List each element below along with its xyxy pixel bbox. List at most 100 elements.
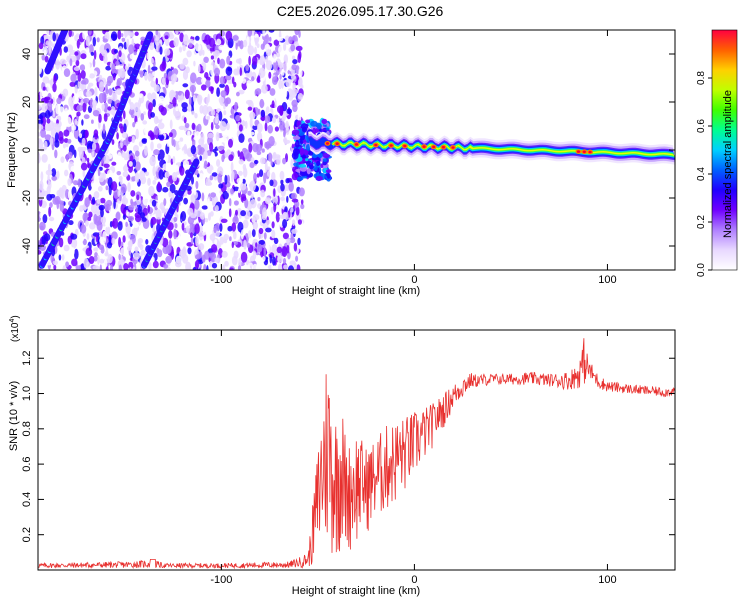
noise-speck (221, 154, 225, 163)
noise-speck (48, 216, 55, 222)
noise-speck (163, 72, 167, 79)
noise-speck (44, 96, 51, 101)
noise-speck (147, 204, 150, 213)
noise-speck (83, 114, 90, 120)
noise-speck (89, 97, 94, 109)
noise-speck (158, 196, 164, 202)
noise-speck (192, 94, 196, 103)
noise-speck (74, 34, 79, 42)
noise-speck (74, 118, 78, 125)
noise-speck (295, 201, 300, 208)
noise-speck (82, 169, 86, 178)
noise-speck (70, 247, 75, 256)
noise-speck (70, 165, 77, 173)
noise-speck (39, 180, 44, 191)
noise-speck (54, 139, 60, 148)
noise-speck (132, 122, 136, 128)
transition-speck (299, 170, 308, 177)
noise-speck (252, 221, 259, 230)
noise-speck (158, 169, 164, 180)
colorbar-tick-label: 0.6 (696, 119, 707, 133)
noise-speck (147, 72, 152, 82)
noise-speck (54, 196, 61, 205)
noise-speck (146, 52, 151, 60)
noise-speck (150, 141, 154, 151)
noise-speck (246, 242, 250, 248)
noise-speck (103, 102, 109, 113)
noise-speck (269, 179, 274, 187)
noise-speck (148, 260, 152, 270)
noise-speck (135, 121, 139, 129)
noise-speck (64, 107, 69, 118)
noise-speck (135, 128, 139, 140)
noise-speck (150, 57, 154, 64)
transition-speck (313, 164, 318, 171)
noise-speck (153, 84, 160, 92)
noise-speck (255, 144, 263, 152)
noise-speck (127, 215, 135, 222)
noise-speck (205, 79, 211, 88)
noise-speck (269, 88, 276, 96)
noise-speck (199, 155, 203, 161)
transition-speck (302, 139, 307, 145)
noise-speck (103, 54, 108, 64)
noise-speck (270, 160, 273, 166)
noise-speck (44, 134, 52, 141)
noise-speck (269, 254, 273, 264)
noise-speck (179, 32, 184, 43)
noise-speck (85, 220, 89, 227)
noise-speck (114, 49, 118, 54)
noise-speck (203, 150, 208, 160)
noise-speck (127, 232, 131, 239)
carrier-peak-core (441, 145, 445, 149)
noise-speck (192, 266, 197, 270)
noise-speck (102, 172, 106, 180)
noise-speck (285, 238, 291, 243)
noise-speck (282, 157, 287, 165)
noise-speck (275, 169, 279, 174)
noise-speck (272, 256, 276, 266)
colorbar-label: Normalized spectral amplitude (722, 90, 734, 238)
noise-speck (242, 178, 246, 184)
noise-speck (132, 159, 137, 168)
noise-speck (182, 57, 189, 66)
noise-speck (63, 138, 69, 143)
noise-speck (148, 102, 153, 112)
noise-speck (54, 132, 59, 143)
noise-speck (245, 99, 253, 105)
noise-speck (119, 194, 122, 202)
noise-speck (211, 244, 218, 253)
noise-speck (179, 63, 185, 70)
noise-speck (144, 71, 148, 81)
noise-speck (138, 93, 143, 98)
noise-speck (88, 211, 93, 218)
noise-speck (116, 171, 122, 176)
noise-speck (201, 84, 207, 91)
noise-speck (116, 132, 119, 140)
noise-speck (242, 163, 247, 171)
noise-speck (174, 110, 181, 121)
noise-speck (162, 186, 169, 193)
noise-speck (63, 46, 68, 53)
noise-speck (145, 239, 149, 245)
noise-speck (130, 201, 138, 206)
noise-speck (238, 159, 244, 165)
noise-speck (111, 231, 118, 240)
snr-scale-exponent: 4 (9, 319, 16, 323)
noise-speck (39, 212, 43, 219)
noise-speck (216, 87, 221, 97)
y-tick-label: 40 (21, 48, 33, 60)
noise-speck (156, 143, 162, 149)
noise-speck (194, 43, 202, 52)
noise-speck (87, 161, 90, 168)
noise-speck (103, 154, 110, 165)
noise-speck (295, 255, 299, 262)
noise-speck (182, 107, 188, 113)
noise-speck (214, 67, 220, 77)
noise-speck (223, 238, 228, 244)
noise-speck (180, 211, 187, 222)
noise-speck (52, 96, 55, 106)
noise-speck (218, 44, 225, 51)
noise-speck (58, 254, 62, 261)
noise-speck (120, 33, 124, 38)
